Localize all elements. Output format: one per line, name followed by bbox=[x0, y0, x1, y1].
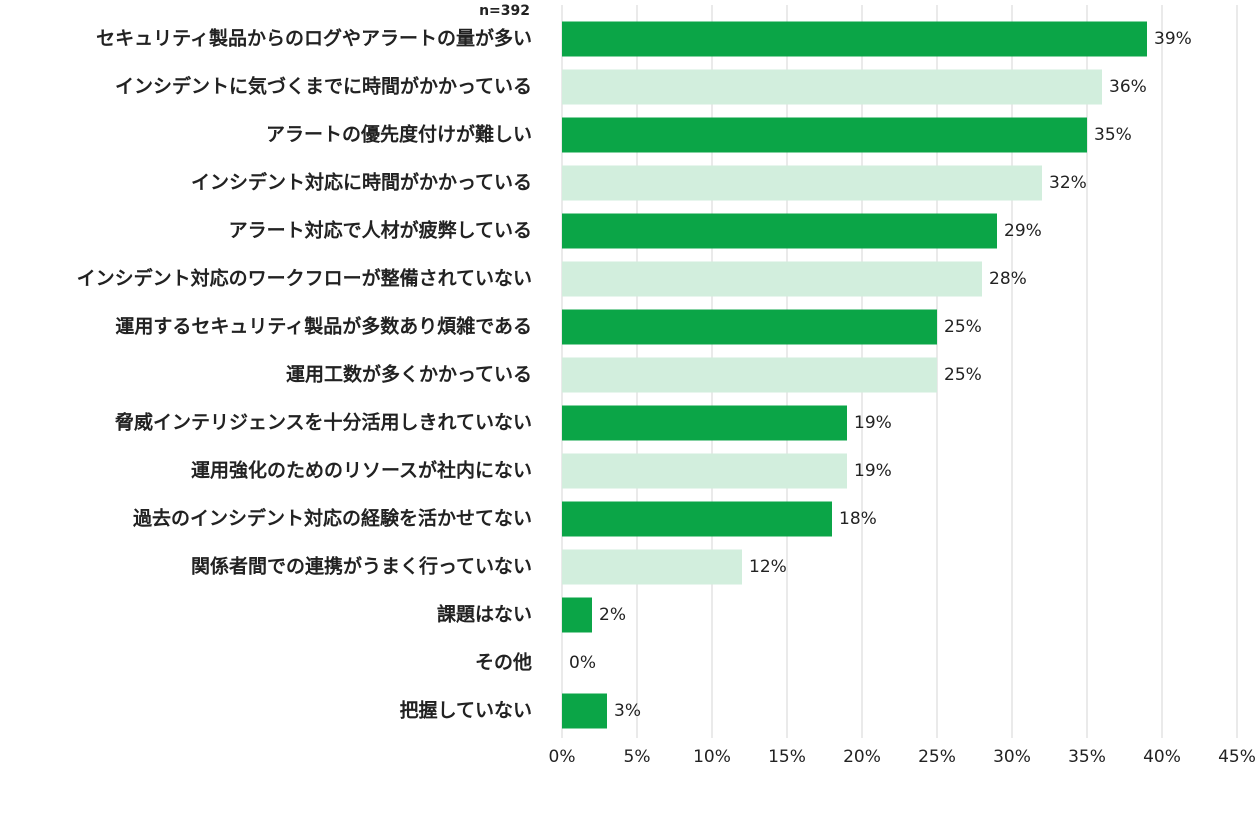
category-label: インシデントに気づくまでに時間がかかっている bbox=[115, 75, 532, 98]
value-label: 12% bbox=[749, 557, 787, 577]
category-label: 関係者間での連携がうまく行っていない bbox=[191, 555, 532, 578]
bar bbox=[562, 597, 592, 633]
x-tick-label: 20% bbox=[843, 747, 881, 767]
value-label: 25% bbox=[944, 317, 982, 337]
x-tick-label: 45% bbox=[1218, 747, 1256, 767]
value-label: 32% bbox=[1049, 173, 1087, 193]
category-label: その他 bbox=[475, 651, 532, 674]
value-label: 0% bbox=[569, 653, 596, 673]
bar bbox=[562, 21, 1147, 57]
x-tick-label: 40% bbox=[1143, 747, 1181, 767]
category-label: アラート対応で人材が疲弊している bbox=[229, 219, 532, 242]
category-label: 課題はない bbox=[437, 603, 532, 626]
category-label: アラートの優先度付けが難しい bbox=[266, 123, 532, 146]
value-label: 3% bbox=[614, 701, 641, 721]
value-label: 29% bbox=[1004, 221, 1042, 241]
sample-size: n=392 bbox=[479, 3, 530, 19]
bar bbox=[562, 117, 1087, 153]
value-label: 19% bbox=[854, 413, 892, 433]
bar bbox=[562, 213, 997, 249]
value-label: 28% bbox=[989, 269, 1027, 289]
x-tick-label: 15% bbox=[768, 747, 806, 767]
category-label: セキュリティ製品からのログやアラートの量が多い bbox=[96, 27, 532, 50]
bar bbox=[562, 69, 1102, 105]
x-tick-label: 30% bbox=[993, 747, 1031, 767]
bar bbox=[562, 549, 742, 585]
bar bbox=[562, 357, 937, 393]
category-label: 運用強化のためのリソースが社内にない bbox=[191, 459, 532, 482]
value-label: 18% bbox=[839, 509, 877, 529]
category-label: 運用するセキュリティ製品が多数あり煩雑である bbox=[115, 315, 532, 338]
category-label: インシデント対応のワークフローが整備されていない bbox=[77, 267, 532, 290]
category-label: 把握していない bbox=[400, 699, 532, 722]
value-label: 25% bbox=[944, 365, 982, 385]
bar bbox=[562, 693, 607, 729]
bar bbox=[562, 501, 832, 537]
x-tick-label: 25% bbox=[918, 747, 956, 767]
bar bbox=[562, 261, 982, 297]
bar bbox=[562, 309, 937, 345]
category-label: インシデント対応に時間がかかっている bbox=[191, 171, 532, 194]
bar bbox=[562, 165, 1042, 201]
value-label: 39% bbox=[1154, 29, 1192, 49]
value-label: 36% bbox=[1109, 77, 1147, 97]
bar bbox=[562, 453, 847, 489]
x-tick-label: 35% bbox=[1068, 747, 1106, 767]
value-label: 35% bbox=[1094, 125, 1132, 145]
x-tick-label: 0% bbox=[549, 747, 576, 767]
x-tick-label: 10% bbox=[693, 747, 731, 767]
bar bbox=[562, 405, 847, 441]
value-label: 19% bbox=[854, 461, 892, 481]
category-label: 脅威インテリジェンスを十分活用しきれていない bbox=[114, 411, 532, 434]
x-tick-label: 5% bbox=[624, 747, 651, 767]
value-label: 2% bbox=[599, 605, 626, 625]
category-label: 運用工数が多くかかっている bbox=[286, 363, 532, 386]
category-label: 過去のインシデント対応の経験を活かせてない bbox=[133, 507, 532, 530]
